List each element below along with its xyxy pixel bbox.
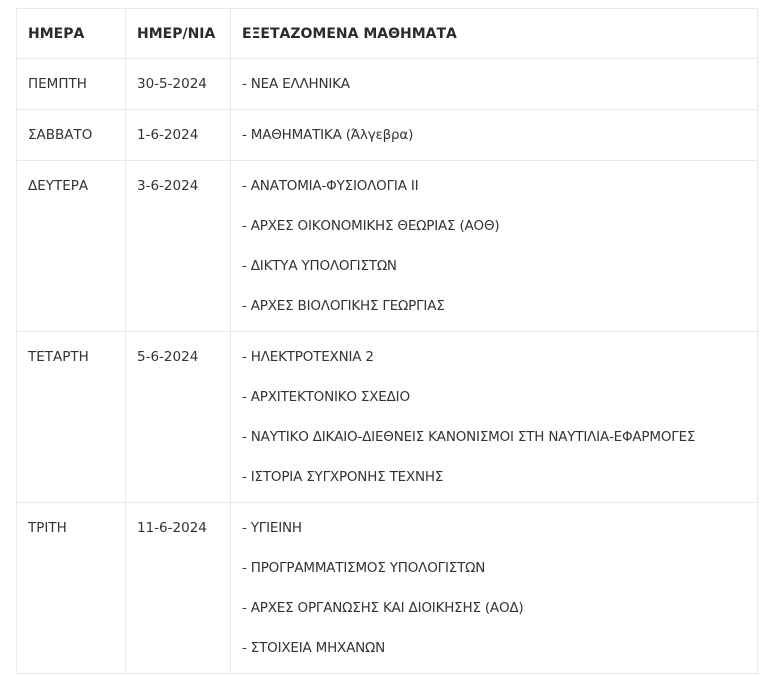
day-cell: ΔΕΥΤΕΡΑ <box>16 160 126 332</box>
day-cell: ΤΕΤΑΡΤΗ <box>16 331 126 503</box>
subject-item: - ΑΡΧΙΤΕΚΤΟΝΙΚΟ ΣΧΕΔΙΟ <box>242 389 410 405</box>
date-cell: 30-5-2024 <box>125 58 231 110</box>
subject-item: - ΝΕΑ ΕΛΛΗΝΙΚΑ <box>242 76 350 92</box>
subjects-cell: - ΥΓΙΕΙΝΗ - ΠΡΟΓΡΑΜΜΑΤΙΣΜΟΣ ΥΠΟΛΟΓΙΣΤΩΝ - … <box>230 502 758 674</box>
subject-item: - ΑΡΧΕΣ ΟΡΓΑΝΩΣΗΣ ΚΑΙ ΔΙΟΙΚΗΣΗΣ (ΑΟΔ) <box>242 600 524 616</box>
table-row: ΤΕΤΑΡΤΗ 5-6-2024 - ΗΛΕΚΤΡΟΤΕΧΝΙΑ 2 - ΑΡΧΙΤΕ… <box>16 331 758 503</box>
day-cell: ΣΑΒΒΑΤΟ <box>16 109 126 161</box>
date-cell: 1-6-2024 <box>125 109 231 161</box>
exam-schedule-table: ΗΜΕΡΑ ΗΜΕΡ/ΝΙΑ ΕΞΕΤΑΖΟΜΕΝΑ ΜΑΘΗΜΑΤΑ ΠΕΜΠ… <box>16 8 758 674</box>
subject-item: - ΑΡΧΕΣ ΒΙΟΛΟΓΙΚΗΣ ΓΕΩΡΓΙΑΣ <box>242 298 445 314</box>
subject-item: - ΥΓΙΕΙΝΗ <box>242 520 302 536</box>
header-subjects: ΕΞΕΤΑΖΟΜΕΝΑ ΜΑΘΗΜΑΤΑ <box>230 8 758 59</box>
subject-item: - ΔΙΚΤΥΑ ΥΠΟΛΟΓΙΣΤΩΝ <box>242 258 397 274</box>
subject-item: - ΑΝΑΤΟΜΙΑ-ΦΥΣΙΟΛΟΓΙΑ ΙΙ <box>242 178 419 194</box>
day-cell: ΠΕΜΠΤΗ <box>16 58 126 110</box>
subject-item: - ΝΑΥΤΙΚΟ ΔΙΚΑΙΟ-ΔΙΕΘΝΕΙΣ ΚΑΝΟΝΙΣΜΟΙ ΣΤΗ… <box>242 429 696 445</box>
subject-item: - ΑΡΧΕΣ ΟΙΚΟΝΟΜΙΚΗΣ ΘΕΩΡΙΑΣ (ΑΟΘ) <box>242 218 500 234</box>
header-day: ΗΜΕΡΑ <box>16 8 126 59</box>
table-row: ΣΑΒΒΑΤΟ 1-6-2024 - ΜΑΘΗΜΑΤΙΚΑ (Άλγεβρα) <box>16 109 758 161</box>
table-row: ΔΕΥΤΕΡΑ 3-6-2024- ΑΝΑΤΟΜΙΑ-ΦΥΣΙΟΛΟΓΙΑ ΙΙ -… <box>16 160 758 332</box>
date-cell: 5-6-2024 <box>125 331 231 503</box>
subject-item: - ΙΣΤΟΡΙΑ ΣΥΓΧΡΟΝΗΣ ΤΕΧΝΗΣ <box>242 469 444 485</box>
header-date: ΗΜΕΡ/ΝΙΑ <box>125 8 231 59</box>
header-row: ΗΜΕΡΑ ΗΜΕΡ/ΝΙΑ ΕΞΕΤΑΖΟΜΕΝΑ ΜΑΘΗΜΑΤΑ <box>16 8 758 59</box>
subject-item: - ΣΤΟΙΧΕΙΑ ΜΗΧΑΝΩΝ <box>242 640 386 656</box>
subject-item: - ΠΡΟΓΡΑΜΜΑΤΙΣΜΟΣ ΥΠΟΛΟΓΙΣΤΩΝ <box>242 560 486 576</box>
day-cell: ΤΡΙΤΗ <box>16 502 126 674</box>
table-row: ΠΕΜΠΤΗ 30-5-2024 - ΝΕΑ ΕΛΛΗΝΙΚΑ <box>16 58 758 110</box>
date-cell: 3-6-2024 <box>125 160 231 332</box>
date-cell: 11-6-2024 <box>125 502 231 674</box>
subjects-cell: - ΜΑΘΗΜΑΤΙΚΑ (Άλγεβρα) <box>230 109 758 161</box>
subjects-cell: - ΑΝΑΤΟΜΙΑ-ΦΥΣΙΟΛΟΓΙΑ ΙΙ - ΑΡΧΕΣ ΟΙΚΟΝΟΜΙ… <box>230 160 758 332</box>
subject-item: - ΜΑΘΗΜΑΤΙΚΑ (Άλγεβρα) <box>242 127 414 143</box>
subject-item: - ΗΛΕΚΤΡΟΤΕΧΝΙΑ 2 <box>242 349 374 365</box>
subjects-cell: - ΗΛΕΚΤΡΟΤΕΧΝΙΑ 2 - ΑΡΧΙΤΕΚΤΟΝΙΚΟ ΣΧΕΔΙΟ -… <box>230 331 758 503</box>
table-row: ΤΡΙΤΗ 11-6-2024 - ΥΓΙΕΙΝΗ - ΠΡΟΓΡΑΜΜΑΤΙΣΜΟΣ… <box>16 502 758 674</box>
subjects-cell: - ΝΕΑ ΕΛΛΗΝΙΚΑ <box>230 58 758 110</box>
